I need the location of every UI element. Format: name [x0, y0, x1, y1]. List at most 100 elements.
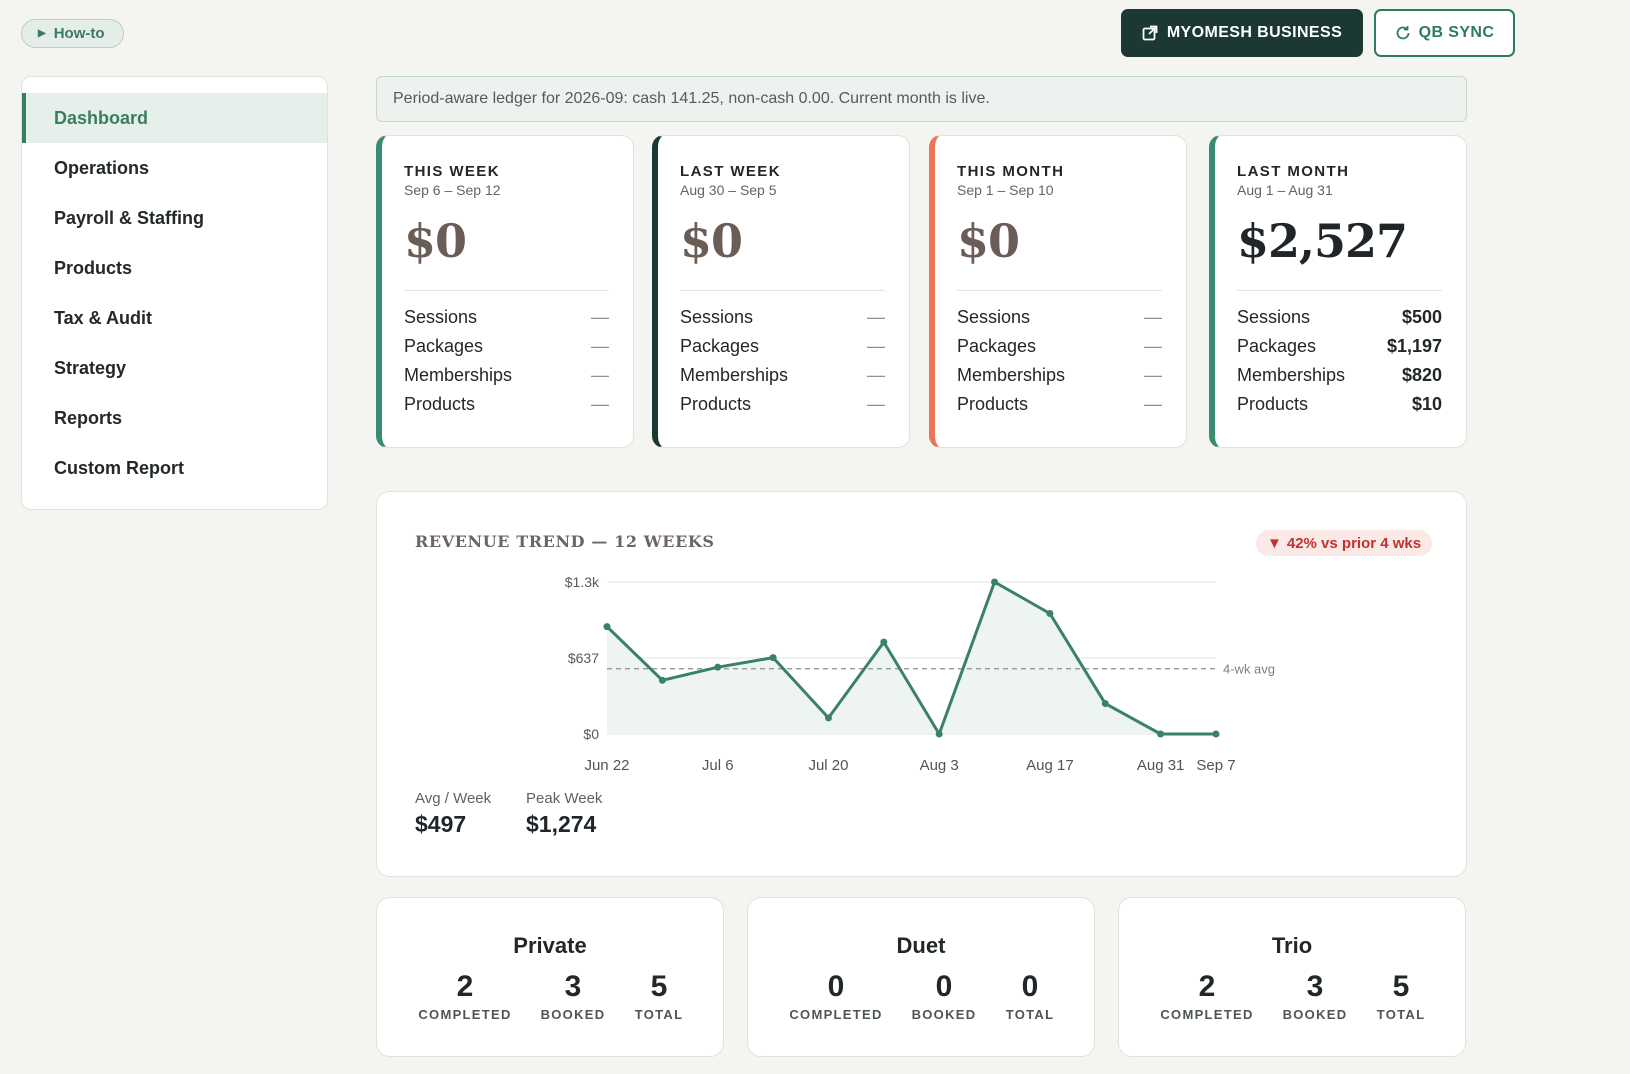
- data-point: [603, 623, 611, 631]
- row-label: Products: [404, 394, 476, 414]
- booked-caption: BOOKED: [911, 1007, 977, 1022]
- booked-metric: 3 BOOKED: [518, 970, 628, 1022]
- peak-week-stat: Peak Week $1,274: [526, 790, 602, 838]
- breakdown-row: Products —: [680, 390, 885, 419]
- breakdown-row: Products $10: [1237, 390, 1442, 419]
- breakdown-row: Memberships $820: [1237, 361, 1442, 390]
- completed-caption: COMPLETED: [789, 1007, 883, 1022]
- completed-caption: COMPLETED: [418, 1007, 512, 1022]
- chart-title: REVENUE TREND — 12 WEEKS: [415, 532, 715, 551]
- row-label: Memberships: [1237, 365, 1346, 385]
- sidebar-item-custom-report[interactable]: Custom Report: [54, 457, 184, 478]
- breakdown-row: Sessions $500: [1237, 303, 1442, 332]
- session-card-private: Private 2 COMPLETED 3 BOOKED 5 TOTAL: [376, 897, 724, 1057]
- row-label: Sessions: [404, 307, 478, 327]
- row-label: Packages: [957, 336, 1037, 356]
- row-label: Memberships: [680, 365, 789, 385]
- total-caption: TOTAL: [1005, 1007, 1055, 1022]
- down-triangle-icon: ▼: [1267, 534, 1282, 552]
- breakdown-row: Products —: [404, 390, 609, 419]
- revenue-series-line: [605, 580, 1218, 736]
- row-value: —: [591, 336, 609, 356]
- sidebar-item-operations[interactable]: Operations: [54, 157, 150, 178]
- x-tick-label: Aug 31: [1137, 757, 1185, 774]
- row-value: —: [1144, 394, 1162, 414]
- row-value: —: [867, 365, 885, 385]
- data-point: [769, 654, 777, 662]
- y-tick-label: $637: [568, 650, 599, 666]
- booked-count: 3: [1306, 970, 1324, 1003]
- sidebar-item-dashboard[interactable]: Dashboard: [22, 93, 327, 143]
- completed-count: 0: [827, 970, 845, 1003]
- sidebar-item-payroll-staffing[interactable]: Payroll & Staffing: [54, 207, 205, 228]
- period-label: LAST MONTH: [1237, 163, 1350, 180]
- x-tick-label: Jun 22: [584, 757, 629, 774]
- divider: [680, 290, 885, 291]
- completed-count: 2: [1198, 970, 1216, 1003]
- period-card-this-month: THIS MONTH Sep 1 – Sep 10 $0 Sessions — P…: [929, 135, 1187, 448]
- breakdown-row: Sessions —: [404, 303, 609, 332]
- period-card-last-month: LAST MONTH Aug 1 – Aug 31 $2,527 Session…: [1209, 135, 1467, 448]
- row-value: $1,197: [1386, 336, 1442, 356]
- row-value: —: [867, 394, 885, 414]
- refresh-icon: [1396, 26, 1410, 40]
- total-count: 0: [1021, 970, 1039, 1003]
- row-label: Memberships: [957, 365, 1066, 385]
- area-fill: [607, 582, 1216, 734]
- booked-caption: BOOKED: [1282, 1007, 1348, 1022]
- completed-caption: COMPLETED: [1160, 1007, 1254, 1022]
- period-total: $0: [680, 214, 743, 268]
- breakdown-row: Products —: [957, 390, 1162, 419]
- row-value: —: [867, 336, 885, 356]
- x-tick-label: Sep 7: [1196, 757, 1235, 774]
- total-metric: 0 TOTAL: [975, 970, 1085, 1022]
- y-tick-label: $1.3k: [565, 574, 600, 590]
- sidebar-item-reports[interactable]: Reports: [54, 407, 123, 428]
- sidebar-item-tax-audit[interactable]: Tax & Audit: [54, 307, 152, 328]
- x-tick-label: Jul 20: [808, 757, 848, 774]
- row-value: $10: [1411, 394, 1442, 414]
- completed-count: 2: [456, 970, 474, 1003]
- sidebar-item-strategy[interactable]: Strategy: [54, 357, 127, 378]
- session-card-duet: Duet 0 COMPLETED 0 BOOKED 0 TOTAL: [747, 897, 1095, 1057]
- x-tick-label: Aug 17: [1026, 757, 1074, 774]
- row-value: $820: [1401, 365, 1442, 385]
- row-value: —: [591, 365, 609, 385]
- breakdown-row: Packages —: [404, 332, 609, 361]
- myomesh-business-button[interactable]: MYOMESH BUSINESS: [1121, 9, 1363, 57]
- period-label: THIS WEEK: [404, 163, 500, 180]
- period-total: $2,527: [1237, 214, 1408, 268]
- breakdown-row: Packages $1,197: [1237, 332, 1442, 361]
- ledger-info-banner: Period-aware ledger for 2026-09: cash 14…: [376, 76, 1467, 122]
- revenue-trend-chart: $1.3k $637 $0 4-wk avg Jun 22 Jul 6 Jul 20 Aug …: [565, 574, 1275, 774]
- row-label: Packages: [1237, 336, 1317, 356]
- total-metric: 5 TOTAL: [604, 970, 714, 1022]
- row-value: $500: [1401, 307, 1442, 327]
- row-value: —: [1144, 365, 1162, 385]
- row-label: Products: [680, 394, 752, 414]
- avg-week-label: Avg / Week: [415, 790, 492, 807]
- external-link-icon: [1142, 25, 1158, 41]
- row-label: Products: [957, 394, 1029, 414]
- data-point: [658, 676, 666, 684]
- row-label: Products: [1237, 394, 1309, 414]
- data-point: [1212, 730, 1220, 738]
- total-count: 5: [650, 970, 668, 1003]
- divider: [1237, 290, 1442, 291]
- myomesh-business-label: MYOMESH BUSINESS: [1166, 24, 1343, 41]
- divider: [957, 290, 1162, 291]
- ledger-info-text: Period-aware ledger for 2026-09: cash 14…: [393, 90, 990, 107]
- booked-metric: 0 BOOKED: [889, 970, 999, 1022]
- play-icon: ▶: [38, 28, 46, 39]
- data-point: [1101, 700, 1109, 708]
- trend-delta-text: 42% vs prior 4 wks: [1286, 534, 1422, 552]
- row-label: Sessions: [1237, 307, 1311, 327]
- total-count: 5: [1392, 970, 1410, 1003]
- breakdown-row: Packages —: [957, 332, 1162, 361]
- sidebar-item-products[interactable]: Products: [54, 257, 133, 278]
- row-value: —: [591, 307, 609, 327]
- qb-sync-button[interactable]: QB SYNC: [1374, 9, 1515, 57]
- peak-week-value: $1,274: [526, 811, 597, 837]
- session-type-title: Duet: [896, 933, 946, 958]
- how-to-button[interactable]: ▶ How-to: [21, 19, 124, 48]
